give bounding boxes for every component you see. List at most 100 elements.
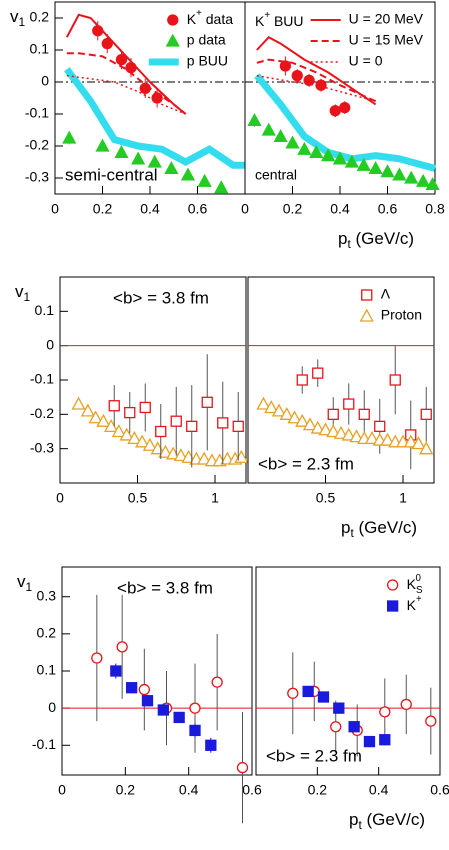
y-tick-label: 0.3: [37, 587, 57, 603]
y-tick-label: 0: [48, 699, 56, 715]
x-tick-label: 0: [241, 201, 249, 217]
text-part: t: [350, 526, 354, 540]
marker: [411, 436, 426, 450]
text-part: K: [407, 576, 417, 592]
marker: [124, 406, 136, 419]
marker: [425, 715, 437, 727]
legend-label: U = 0: [349, 53, 383, 69]
marker: [312, 367, 324, 379]
text-part: (GeV/c): [354, 518, 417, 537]
legend-label: p BUU: [187, 53, 228, 69]
x-axis-label: pt (GeV/c): [349, 810, 425, 832]
y-tick-label: -0.2: [25, 137, 49, 153]
curve: [254, 73, 436, 172]
x-tick-label: 0.2: [308, 782, 328, 798]
y-tick-label: 0: [41, 73, 49, 89]
marker: [425, 177, 440, 191]
marker: [302, 685, 314, 698]
text-part: v: [10, 7, 19, 26]
x-tick-label: 0: [51, 201, 59, 217]
text-part: S: [416, 585, 423, 596]
legend-label: K+: [407, 594, 422, 613]
marker: [297, 141, 312, 155]
marker: [158, 444, 173, 458]
x-tick-label: 0.6: [242, 782, 262, 798]
x-tick-label: 0.6: [378, 201, 398, 217]
marker: [419, 441, 434, 455]
marker: [180, 167, 196, 181]
marker: [416, 173, 431, 187]
marker: [189, 724, 201, 737]
legend-label: p data: [187, 32, 226, 48]
marker: [315, 79, 327, 91]
text-part: 0: [416, 573, 422, 584]
marker: [71, 396, 86, 410]
marker: [115, 53, 128, 66]
x-axis-label: pt (GeV/c): [338, 229, 414, 251]
marker: [356, 157, 371, 171]
text-part: p: [341, 518, 350, 537]
curve: [64, 67, 245, 169]
marker: [125, 61, 137, 74]
marker: [368, 161, 383, 175]
marker: [157, 704, 169, 716]
marker: [333, 702, 345, 714]
y-tick-label: -0.2: [30, 405, 54, 421]
x-tick-label: 0.4: [140, 201, 160, 217]
annotation: semi-central: [65, 165, 158, 184]
curve: [256, 58, 377, 103]
marker: [358, 408, 370, 420]
marker: [170, 415, 182, 427]
marker: [173, 448, 188, 462]
marker: [80, 403, 95, 417]
legend-swatch: [387, 600, 399, 612]
text-part: +: [196, 8, 202, 19]
x-tick-label: 0.6: [430, 782, 449, 798]
marker: [273, 129, 288, 143]
marker: [379, 734, 391, 746]
marker: [364, 431, 380, 445]
marker: [189, 702, 201, 714]
x-tick-label: 0.4: [330, 201, 350, 217]
annotation: K+ BUU: [255, 10, 304, 29]
x-axis-label: pt (GeV/c): [341, 518, 417, 540]
marker: [197, 451, 212, 465]
y-tick-label: 0.2: [30, 9, 50, 25]
plot-frame: [61, 566, 253, 776]
marker: [279, 406, 294, 420]
marker: [116, 641, 128, 653]
marker: [295, 413, 310, 427]
text-part: t: [358, 818, 362, 832]
marker: [264, 400, 279, 414]
marker: [287, 410, 302, 424]
marker: [318, 422, 333, 436]
marker: [131, 151, 146, 165]
text-part: +: [416, 594, 422, 605]
curve: [66, 74, 186, 115]
x-tick-label: 0.2: [116, 782, 136, 798]
y-tick-label: -0.3: [30, 439, 54, 455]
marker: [329, 105, 341, 117]
marker: [392, 167, 407, 181]
text-part: v: [17, 572, 26, 591]
x-tick-label: 1: [399, 490, 407, 506]
legend-label: Λ: [381, 286, 391, 302]
text-part: (GeV/c): [362, 810, 425, 829]
annotation: <b> = 3.8 fm: [113, 288, 209, 307]
annotation: central: [255, 167, 297, 183]
marker: [291, 69, 303, 82]
x-tick-label: 0.2: [93, 201, 113, 217]
marker: [285, 135, 300, 149]
marker: [247, 113, 262, 127]
marker: [380, 164, 395, 178]
marker: [62, 130, 77, 144]
y-tick-label: 0.1: [30, 41, 50, 57]
marker: [164, 161, 179, 175]
marker: [95, 138, 110, 152]
marker: [205, 739, 217, 751]
marker: [111, 424, 126, 438]
marker: [211, 676, 223, 688]
marker: [296, 374, 308, 386]
marker: [349, 429, 364, 443]
